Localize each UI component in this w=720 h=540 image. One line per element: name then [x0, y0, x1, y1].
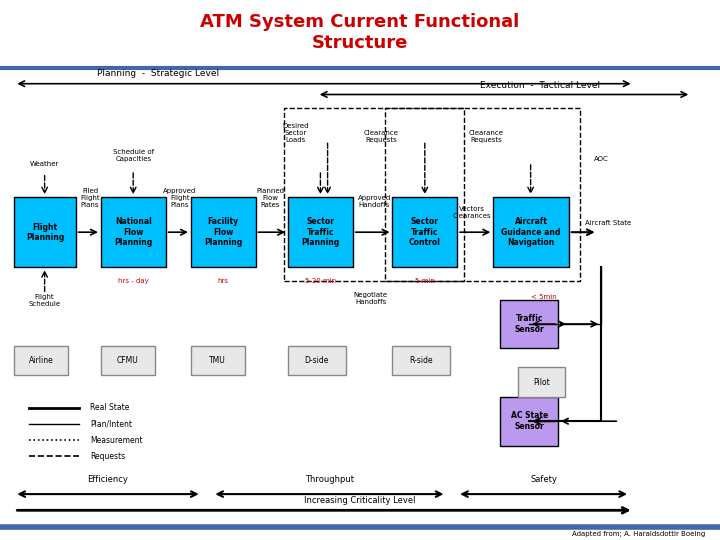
Text: Airline: Airline — [29, 356, 54, 365]
Text: Pilot: Pilot — [534, 377, 550, 387]
Text: Vectors
Clearances: Vectors Clearances — [452, 206, 491, 219]
Text: Flight
Planning: Flight Planning — [26, 222, 64, 242]
FancyBboxPatch shape — [288, 346, 346, 375]
Text: 5-20 min: 5-20 min — [305, 278, 336, 284]
FancyBboxPatch shape — [288, 197, 353, 267]
Text: Desired
Sector
Loads: Desired Sector Loads — [282, 123, 308, 143]
Text: Planning  -  Strategic Level: Planning - Strategic Level — [97, 69, 220, 78]
Text: Safety: Safety — [530, 475, 557, 484]
Text: Execution  -  Tactical Level: Execution - Tactical Level — [480, 81, 600, 90]
Text: Negotiate
Handoffs: Negotiate Handoffs — [354, 292, 388, 305]
Text: R-side: R-side — [410, 356, 433, 365]
Text: 5 min: 5 min — [415, 278, 435, 284]
Text: Traffic
Sensor: Traffic Sensor — [514, 314, 544, 334]
Text: Measurement: Measurement — [90, 436, 143, 444]
Text: ATM System Current Functional
Structure: ATM System Current Functional Structure — [200, 13, 520, 52]
Text: TMU: TMU — [210, 356, 226, 365]
Text: hrs - day: hrs - day — [118, 278, 148, 284]
Text: National
Flow
Planning: National Flow Planning — [114, 217, 153, 247]
FancyBboxPatch shape — [392, 197, 457, 267]
FancyBboxPatch shape — [101, 197, 166, 267]
Text: Clearance
Requests: Clearance Requests — [469, 130, 503, 143]
Text: CFMU: CFMU — [117, 356, 139, 365]
Text: Real State: Real State — [90, 403, 130, 412]
FancyBboxPatch shape — [14, 197, 76, 267]
Text: Facility
Flow
Planning: Facility Flow Planning — [204, 217, 243, 247]
Text: Clearance
Requests: Clearance Requests — [364, 130, 399, 143]
FancyBboxPatch shape — [500, 300, 558, 348]
FancyBboxPatch shape — [500, 397, 558, 445]
Text: Filed
Flight
Plans: Filed Flight Plans — [80, 188, 100, 208]
FancyBboxPatch shape — [191, 197, 256, 267]
Text: Adapted from; A. Haraldsdottir Boeing: Adapted from; A. Haraldsdottir Boeing — [572, 531, 706, 537]
Text: < 5min: < 5min — [531, 294, 557, 300]
Text: D-side: D-side — [305, 356, 329, 365]
Text: Aircraft State: Aircraft State — [585, 220, 631, 226]
Text: Sector
Traffic
Control: Sector Traffic Control — [409, 217, 441, 247]
Text: Plan/Intent: Plan/Intent — [90, 420, 132, 428]
Text: Approved
Flight
Plans: Approved Flight Plans — [163, 188, 197, 208]
FancyBboxPatch shape — [191, 346, 245, 375]
Text: Aircraft
Guidance and
Navigation: Aircraft Guidance and Navigation — [501, 217, 561, 247]
Text: Increasing Criticality Level: Increasing Criticality Level — [305, 496, 415, 505]
Text: Flight
Schedule: Flight Schedule — [29, 294, 60, 307]
Text: Planned
Flow
Rates: Planned Flow Rates — [256, 188, 284, 208]
Text: Efficiency: Efficiency — [88, 475, 128, 484]
Text: Requests: Requests — [90, 452, 125, 461]
Text: Weather: Weather — [30, 161, 59, 167]
Text: AC State
Sensor: AC State Sensor — [510, 411, 548, 431]
Text: AOC: AOC — [594, 156, 608, 162]
Text: hrs: hrs — [217, 278, 229, 284]
Text: Throughput: Throughput — [305, 475, 354, 484]
FancyBboxPatch shape — [392, 346, 450, 375]
Text: Sector
Traffic
Planning: Sector Traffic Planning — [301, 217, 340, 247]
Bar — [385, 108, 580, 281]
FancyBboxPatch shape — [493, 197, 569, 267]
Text: Schedule of
Capacities: Schedule of Capacities — [112, 149, 154, 162]
FancyBboxPatch shape — [518, 367, 565, 397]
FancyBboxPatch shape — [14, 346, 68, 375]
FancyBboxPatch shape — [101, 346, 155, 375]
Text: Approved
Handoffs: Approved Handoffs — [358, 195, 391, 208]
Bar — [284, 108, 464, 281]
